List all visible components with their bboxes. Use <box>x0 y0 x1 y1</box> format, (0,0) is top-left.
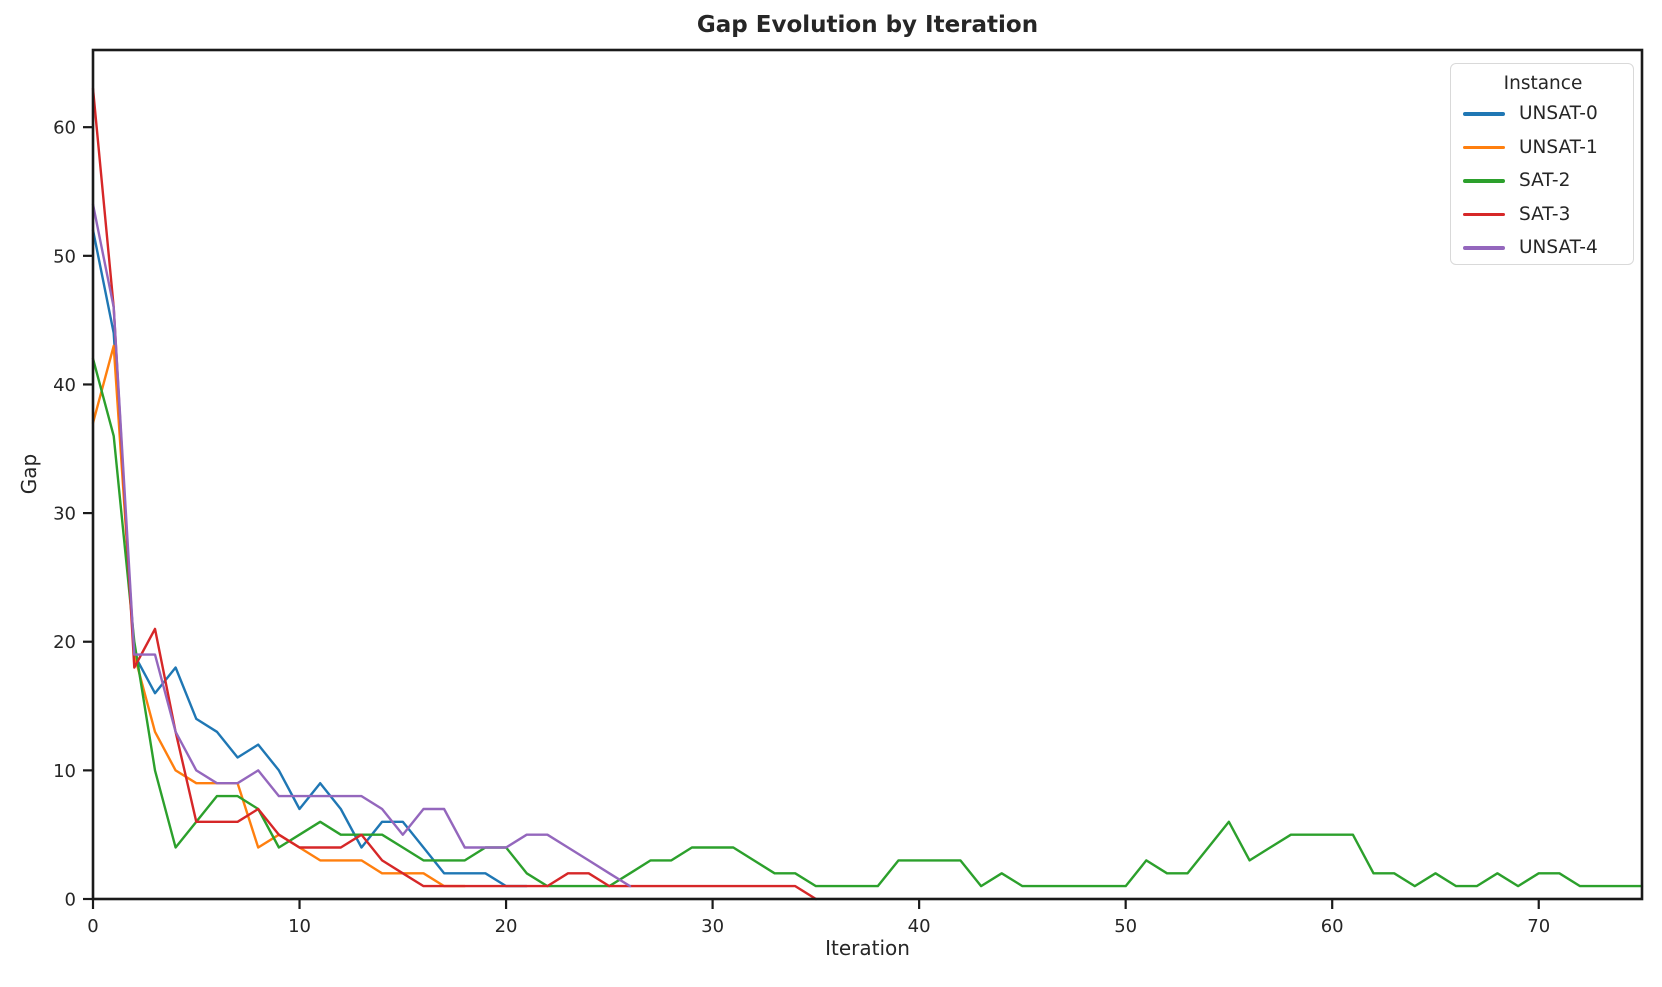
y-tick-label: 10 <box>53 761 76 782</box>
series-line-SAT-3 <box>91 87 818 901</box>
x-tick-label: 60 <box>1321 916 1344 937</box>
legend-entry-label: UNSAT-1 <box>1519 136 1598 158</box>
legend: Instance UNSAT-0 UNSAT-1 SAT-2 SAT-3 UNSAT-4 <box>1450 63 1634 265</box>
legend-entry: UNSAT-0 <box>1463 97 1623 131</box>
legend-entries: UNSAT-0 UNSAT-1 SAT-2 SAT-3 UNSAT-4 <box>1463 97 1623 265</box>
y-tick-label: 20 <box>53 632 76 653</box>
x-tick-label: 50 <box>1114 916 1137 937</box>
y-tick-label: 60 <box>53 118 76 139</box>
series-line-SAT-2 <box>91 357 1644 888</box>
axes-frame <box>91 48 1644 901</box>
y-tick-label: 40 <box>53 375 76 396</box>
y-tick-label: 0 <box>65 890 76 911</box>
x-tick-label: 0 <box>87 916 98 937</box>
legend-entry: SAT-3 <box>1463 198 1623 232</box>
chart-title: Gap Evolution by Iteration <box>696 12 1039 38</box>
x-tick-label: 40 <box>908 916 931 937</box>
legend-entry: SAT-2 <box>1463 164 1623 198</box>
series-line-UNSAT-4 <box>91 203 632 888</box>
x-tick-label: 70 <box>1527 916 1550 937</box>
y-tick-label: 30 <box>53 504 76 525</box>
x-tick-label: 10 <box>288 916 311 937</box>
y-tick-label: 50 <box>53 246 76 267</box>
legend-entry-label: SAT-3 <box>1519 203 1571 225</box>
legend-line-sample-icon <box>1463 179 1505 183</box>
x-tick-label: 20 <box>495 916 518 937</box>
legend-title: Instance <box>1503 73 1583 94</box>
series-line-UNSAT-0 <box>91 228 528 888</box>
x-tick-label: 30 <box>701 916 724 937</box>
legend-line-sample-icon <box>1463 246 1505 250</box>
legend-line-sample-icon <box>1463 112 1505 116</box>
legend-entry: UNSAT-4 <box>1463 231 1623 265</box>
legend-entry-label: SAT-2 <box>1519 170 1571 192</box>
legend-entry-label: UNSAT-0 <box>1519 103 1598 125</box>
legend-entry-label: UNSAT-4 <box>1519 237 1598 259</box>
series-line-UNSAT-1 <box>91 344 466 888</box>
legend-line-sample-icon <box>1463 145 1505 149</box>
x-axis-label: Iteration <box>825 936 910 960</box>
legend-entry: UNSAT-1 <box>1463 131 1623 165</box>
legend-line-sample-icon <box>1463 212 1505 216</box>
